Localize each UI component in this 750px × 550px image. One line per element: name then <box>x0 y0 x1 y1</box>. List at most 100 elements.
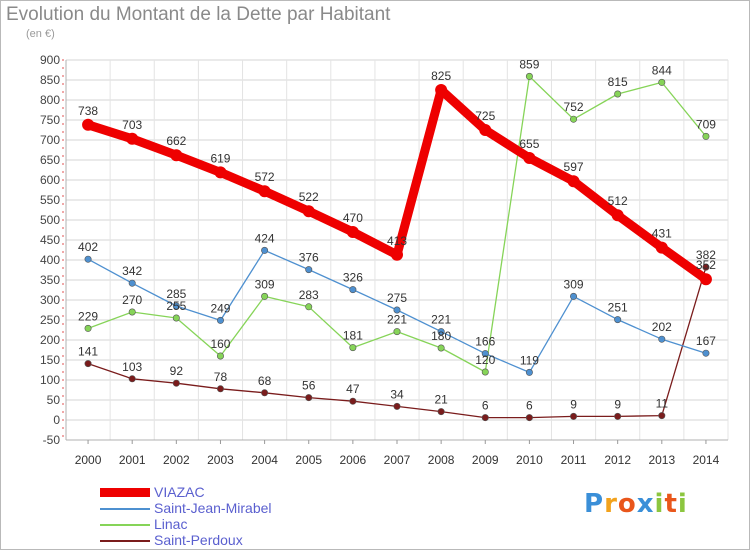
data-point <box>570 115 578 123</box>
data-point <box>84 255 92 263</box>
data-point <box>128 308 136 316</box>
data-point <box>655 241 668 254</box>
data-label: 221 <box>387 313 407 327</box>
data-point <box>84 360 92 368</box>
data-point <box>170 149 183 162</box>
legend-label-saint-perdoux: Saint-Perdoux <box>154 532 243 548</box>
logo-letter: i <box>677 489 688 519</box>
data-label: 180 <box>431 329 451 343</box>
x-tick-label: 2014 <box>693 453 720 467</box>
data-label: 859 <box>519 57 539 71</box>
data-point <box>393 328 401 336</box>
data-point <box>393 306 401 314</box>
logo-letter: o <box>617 489 637 519</box>
y-tick-label: 900 <box>40 53 60 67</box>
data-label: 9 <box>614 397 621 411</box>
data-label: 120 <box>475 353 495 367</box>
data-label: 413 <box>387 234 407 248</box>
data-label: 431 <box>652 227 672 241</box>
data-point <box>305 303 313 311</box>
x-tick-label: 2010 <box>516 453 543 467</box>
data-label: 725 <box>475 109 495 123</box>
data-label: 703 <box>122 118 142 132</box>
data-point <box>437 408 445 416</box>
data-point <box>658 78 666 86</box>
data-label: 619 <box>210 151 230 165</box>
data-label: 470 <box>343 211 363 225</box>
data-point <box>481 414 489 422</box>
data-label: 92 <box>170 364 184 378</box>
data-label: 202 <box>652 320 672 334</box>
data-point <box>525 414 533 422</box>
data-label: 160 <box>210 337 230 351</box>
data-label: 275 <box>387 291 407 305</box>
data-point <box>481 350 489 358</box>
x-tick-label: 2004 <box>251 453 278 467</box>
data-point <box>346 226 359 238</box>
data-point <box>172 302 180 310</box>
y-tick-label: 700 <box>40 133 60 147</box>
data-point <box>216 316 224 324</box>
data-point <box>305 394 313 402</box>
data-label: 655 <box>519 137 539 151</box>
y-tick-label: 0 <box>53 413 60 427</box>
x-tick-label: 2006 <box>340 453 367 467</box>
data-label: 352 <box>696 258 716 272</box>
data-point <box>525 72 533 80</box>
data-label: 709 <box>696 117 716 131</box>
y-tick-label: 750 <box>40 113 60 127</box>
y-tick-label: 300 <box>40 293 60 307</box>
data-label: 738 <box>78 104 98 118</box>
data-point <box>479 124 492 136</box>
logo-letter: r <box>604 489 618 519</box>
y-tick-label: -50 <box>43 433 61 447</box>
data-point <box>349 286 357 294</box>
data-label: 285 <box>166 287 186 301</box>
data-point <box>349 344 357 352</box>
data-point <box>481 368 489 376</box>
x-tick-label: 2001 <box>119 453 146 467</box>
data-label: 103 <box>122 360 142 374</box>
y-tick-label: 850 <box>40 73 60 87</box>
x-tick-label: 2009 <box>472 453 499 467</box>
data-label: 11 <box>656 397 669 411</box>
data-label: 56 <box>302 379 316 393</box>
data-label: 572 <box>255 170 275 184</box>
data-point <box>302 205 315 218</box>
data-point <box>261 246 269 254</box>
data-point <box>391 248 403 261</box>
y-tick-label: 50 <box>47 393 61 407</box>
data-point <box>525 368 533 376</box>
data-point <box>82 118 95 131</box>
data-point <box>435 84 448 96</box>
data-point <box>614 412 622 420</box>
legend: VIAZAC Saint-Jean-Mirabel Linac Saint-Pe… <box>100 484 360 549</box>
data-label: 844 <box>652 63 672 77</box>
legend-swatch-saint-perdoux <box>100 540 150 542</box>
x-tick-label: 2007 <box>384 453 411 467</box>
data-label: 229 <box>78 309 98 323</box>
data-label: 167 <box>696 334 716 348</box>
unit-label: (en €) <box>26 28 55 40</box>
data-point <box>305 266 313 274</box>
data-label: 662 <box>166 134 186 148</box>
y-tick-label: 350 <box>40 273 60 287</box>
data-label: 166 <box>475 335 495 349</box>
data-label: 119 <box>520 353 539 367</box>
data-point <box>216 385 224 393</box>
data-label: 9 <box>570 397 577 411</box>
legend-item-saint-perdoux: Saint-Perdoux <box>100 532 360 549</box>
x-tick-label: 2003 <box>207 453 234 467</box>
data-label: 283 <box>299 288 319 302</box>
proxiti-logo: Proxiti <box>584 489 688 519</box>
data-point <box>570 412 578 420</box>
data-point <box>614 316 622 324</box>
data-point <box>702 349 710 357</box>
x-tick-label: 2000 <box>75 453 102 467</box>
data-point <box>128 375 136 383</box>
data-label: 47 <box>346 382 360 396</box>
data-label: 512 <box>608 194 628 208</box>
data-label: 309 <box>564 277 584 291</box>
data-point <box>261 292 269 300</box>
